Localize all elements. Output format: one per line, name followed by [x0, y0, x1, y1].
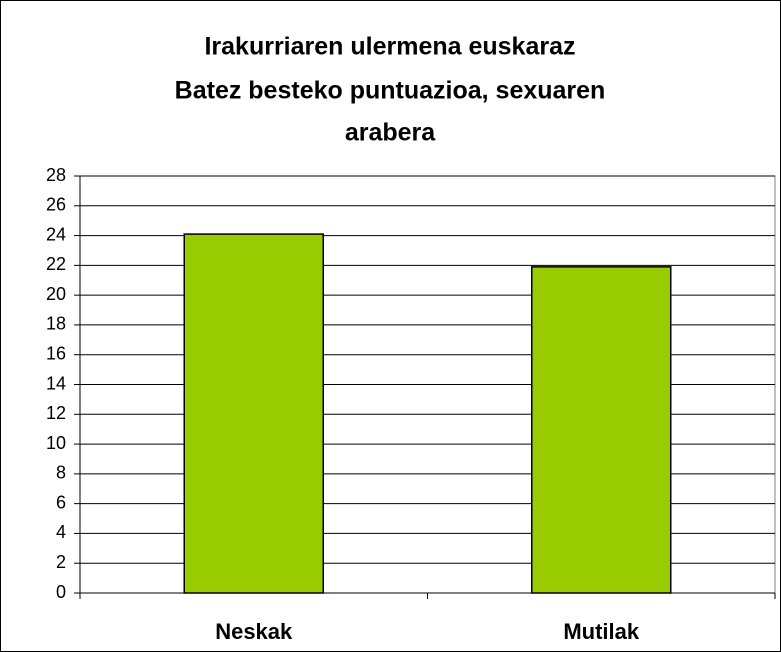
y-tick-label: 10	[46, 433, 66, 453]
y-tick-label: 14	[46, 373, 66, 393]
y-tick-label: 18	[46, 314, 66, 334]
y-tick-label: 8	[56, 463, 66, 483]
y-tick-label: 6	[56, 492, 66, 512]
y-tick-label: 16	[46, 343, 66, 363]
y-tick-label: 24	[46, 224, 66, 244]
bar	[531, 266, 672, 594]
x-tick-label: Mutilak	[563, 619, 640, 644]
bar	[183, 233, 324, 594]
y-tick-label: 2	[56, 552, 66, 572]
y-tick-label: 4	[56, 522, 66, 542]
chart-title: Batez besteko puntuazioa, sexuaren	[175, 77, 606, 105]
y-tick-label: 28	[46, 165, 66, 185]
y-tick-label: 20	[46, 284, 66, 304]
chart-title: arabera	[345, 119, 436, 147]
x-tick-label: Neskak	[215, 619, 293, 644]
y-tick-label: 12	[46, 403, 66, 423]
y-tick-label: 0	[56, 582, 66, 602]
chart-title: Irakurriaren ulermena euskaraz	[204, 33, 575, 61]
y-tick-label: 22	[46, 254, 66, 274]
y-tick-label: 26	[46, 195, 66, 215]
